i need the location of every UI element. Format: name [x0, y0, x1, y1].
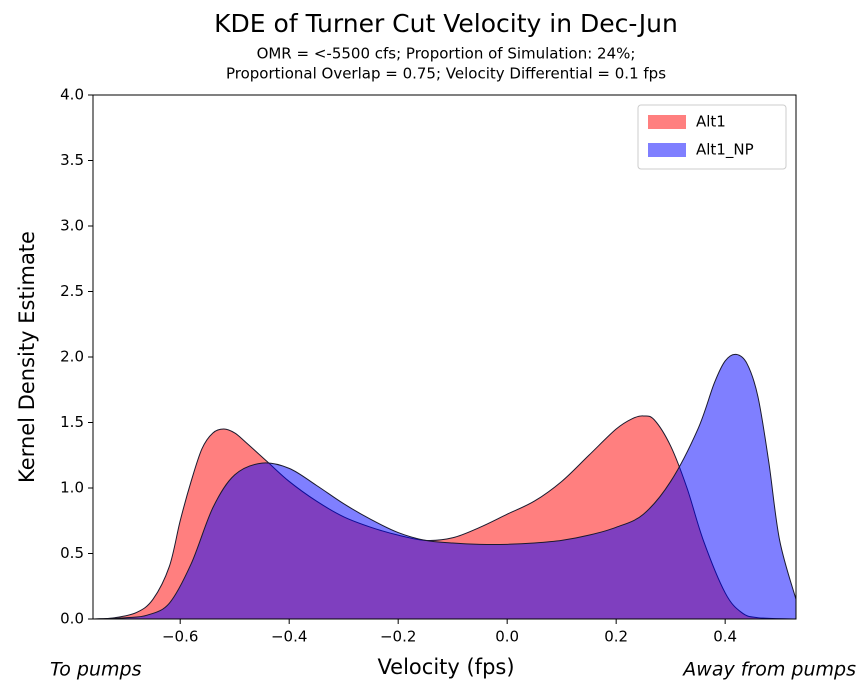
x-tick-label: 0.4: [713, 628, 737, 646]
density-area: [93, 354, 796, 619]
legend-swatch: [648, 115, 686, 129]
x-axis-label: Velocity (fps): [377, 655, 514, 679]
legend-swatch: [648, 143, 686, 157]
chart-subtitle: Proportional Overlap = 0.75; Velocity Di…: [226, 65, 666, 83]
chart-title: KDE of Turner Cut Velocity in Dec-Jun: [214, 9, 678, 38]
x-tick-label: 0.2: [604, 628, 628, 646]
x-tick-label: −0.6: [162, 628, 198, 646]
y-tick-label: 2.5: [60, 282, 84, 300]
y-tick-label: 1.5: [60, 413, 84, 431]
x-tick-label: −0.2: [380, 628, 416, 646]
legend-label: Alt1_NP: [696, 141, 754, 160]
y-axis-label: Kernel Density Estimate: [15, 231, 39, 483]
y-tick-label: 4.0: [60, 86, 84, 104]
x-tick-label: 0.0: [495, 628, 519, 646]
plot-area: [93, 353, 796, 619]
y-tick-label: 3.5: [60, 151, 84, 169]
x-tick-label: −0.4: [271, 628, 307, 646]
y-tick-label: 0.0: [60, 610, 84, 628]
y-tick-label: 1.0: [60, 479, 84, 497]
density-line: [93, 353, 796, 619]
legend-label: Alt1: [696, 113, 726, 131]
annotation: Away from pumps: [681, 659, 856, 681]
chart-subtitle: OMR = <-5500 cfs; Proportion of Simulati…: [257, 45, 636, 63]
annotation: To pumps: [50, 659, 142, 681]
y-tick-label: 2.0: [60, 348, 84, 366]
y-tick-label: 3.0: [60, 217, 84, 235]
y-tick-label: 0.5: [60, 544, 84, 562]
